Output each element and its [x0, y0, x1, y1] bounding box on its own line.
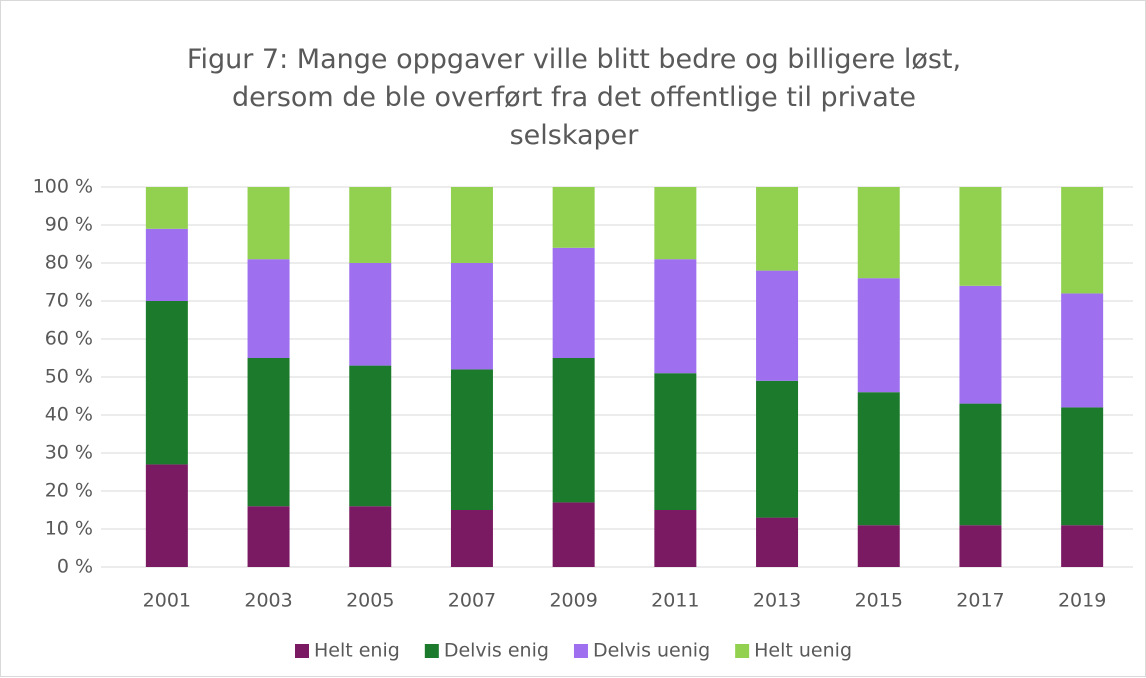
- bar-segment: [349, 365, 392, 507]
- x-tick-label: 2015: [855, 590, 903, 612]
- bar-segment: [1061, 293, 1104, 408]
- bar-segment: [857, 392, 900, 526]
- bar-segment: [959, 525, 1002, 567]
- bar-segment: [654, 187, 697, 260]
- bar-segment: [959, 403, 1002, 526]
- bar-segment: [857, 278, 900, 393]
- bar-segment: [552, 187, 595, 248]
- bar-segment: [756, 380, 799, 518]
- legend-label: Helt enig: [314, 640, 400, 662]
- y-tick-label: 0 %: [57, 556, 93, 578]
- bar-segment: [247, 187, 290, 260]
- bar-segment: [1061, 187, 1104, 294]
- y-tick-label: 100 %: [33, 176, 93, 198]
- bar-segment: [756, 187, 799, 271]
- bar-segment: [145, 187, 188, 229]
- x-tick-label: 2013: [753, 590, 801, 612]
- bar-segment: [145, 464, 188, 567]
- x-tick-label: 2003: [244, 590, 292, 612]
- x-tick-label: 2017: [956, 590, 1004, 612]
- bar-segment: [756, 517, 799, 567]
- bar-segment: [145, 301, 188, 465]
- bar-segment: [552, 247, 595, 358]
- bar-segment: [1061, 525, 1104, 567]
- y-tick-label: 10 %: [45, 518, 93, 540]
- y-tick-label: 90 %: [45, 214, 93, 236]
- legend-label: Delvis enig: [444, 640, 549, 662]
- bar-segment: [959, 187, 1002, 286]
- x-tick-label: 2007: [448, 590, 496, 612]
- y-tick-label: 30 %: [45, 442, 93, 464]
- legend-label: Delvis uenig: [593, 640, 710, 662]
- bar-segment: [145, 228, 188, 301]
- bar-segment: [654, 373, 697, 510]
- x-tick-label: 2011: [651, 590, 699, 612]
- bar-segment: [247, 506, 290, 567]
- y-tick-label: 20 %: [45, 480, 93, 502]
- bar-segment: [552, 358, 595, 503]
- bar-segment: [654, 510, 697, 567]
- x-tick-label: 2009: [549, 590, 597, 612]
- bar-segment: [349, 506, 392, 567]
- bar-segment: [349, 263, 392, 366]
- bar-segment: [857, 187, 900, 279]
- legend-label: Helt uenig: [754, 640, 852, 662]
- bar-segment: [450, 263, 493, 370]
- chart-title: Figur 7: Mange oppgaver ville blitt bedr…: [186, 44, 962, 151]
- y-tick-label: 70 %: [45, 290, 93, 312]
- legend-swatch: [424, 644, 439, 658]
- y-tick-label: 60 %: [45, 328, 93, 350]
- bar-segment: [756, 270, 799, 381]
- bar-segment: [450, 187, 493, 263]
- y-tick-label: 50 %: [45, 366, 93, 388]
- bar-segment: [349, 187, 392, 263]
- bar-segment: [654, 259, 697, 374]
- x-tick-label: 2005: [346, 590, 394, 612]
- y-tick-label: 40 %: [45, 404, 93, 426]
- bar-segment: [1061, 407, 1104, 526]
- x-tick-label: 2001: [143, 590, 191, 612]
- bar-segment: [959, 285, 1002, 404]
- bar-segment: [247, 259, 290, 358]
- bar-segment: [857, 525, 900, 567]
- legend-swatch: [573, 644, 588, 658]
- bar-segment: [247, 358, 290, 507]
- bar-segment: [450, 510, 493, 567]
- y-tick-label: 80 %: [45, 252, 93, 274]
- bar-segment: [450, 369, 493, 510]
- x-tick-label: 2019: [1058, 590, 1106, 612]
- legend-swatch: [294, 644, 309, 658]
- bar-segment: [552, 502, 595, 567]
- legend-swatch: [735, 644, 750, 658]
